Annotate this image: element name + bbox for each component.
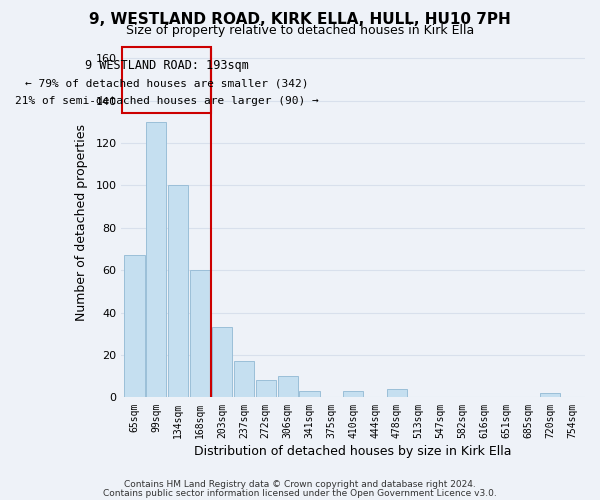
Bar bbox=[124, 256, 145, 398]
Text: 9, WESTLAND ROAD, KIRK ELLA, HULL, HU10 7PH: 9, WESTLAND ROAD, KIRK ELLA, HULL, HU10 … bbox=[89, 12, 511, 28]
Bar bbox=[168, 186, 188, 398]
Bar bbox=[540, 393, 560, 398]
Bar bbox=[299, 391, 320, 398]
Bar bbox=[343, 391, 363, 398]
Text: 21% of semi-detached houses are larger (90) →: 21% of semi-detached houses are larger (… bbox=[15, 96, 319, 106]
Text: ← 79% of detached houses are smaller (342): ← 79% of detached houses are smaller (34… bbox=[25, 78, 308, 88]
Text: Contains public sector information licensed under the Open Government Licence v3: Contains public sector information licen… bbox=[103, 488, 497, 498]
Bar bbox=[387, 389, 407, 398]
Bar bbox=[234, 362, 254, 398]
X-axis label: Distribution of detached houses by size in Kirk Ella: Distribution of detached houses by size … bbox=[194, 444, 512, 458]
Bar bbox=[146, 122, 166, 398]
Bar bbox=[256, 380, 276, 398]
Text: 9 WESTLAND ROAD: 193sqm: 9 WESTLAND ROAD: 193sqm bbox=[85, 60, 248, 72]
Text: Size of property relative to detached houses in Kirk Ella: Size of property relative to detached ho… bbox=[126, 24, 474, 37]
Bar bbox=[212, 328, 232, 398]
Bar bbox=[278, 376, 298, 398]
Bar bbox=[190, 270, 210, 398]
Y-axis label: Number of detached properties: Number of detached properties bbox=[76, 124, 88, 321]
Text: Contains HM Land Registry data © Crown copyright and database right 2024.: Contains HM Land Registry data © Crown c… bbox=[124, 480, 476, 489]
Bar bbox=[122, 48, 211, 113]
